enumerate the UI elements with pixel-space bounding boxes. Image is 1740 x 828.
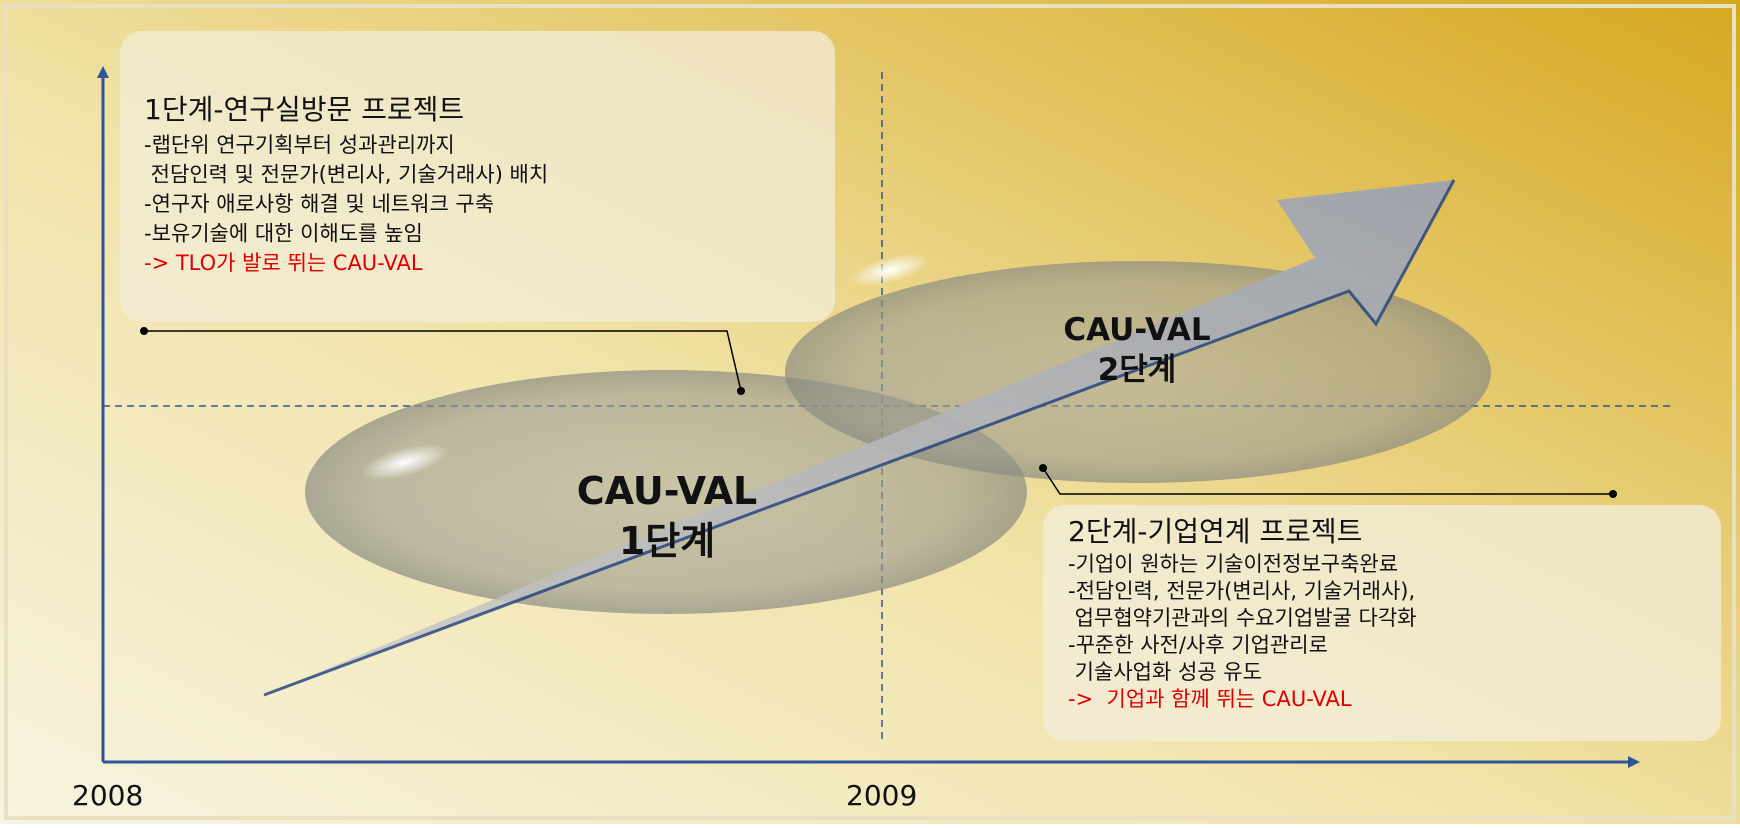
connector-dot (140, 327, 148, 335)
stage-line: 기술사업화 성공 유도 (1068, 660, 1262, 684)
stage-line: 업무협약기관과의 수요기업발굴 다각화 (1068, 606, 1416, 630)
bubble-name: CAU-VAL (577, 469, 757, 513)
stage-line: -꾸준한 사전/사후 기업관리로 (1068, 633, 1328, 657)
diagram: 2008 2009 CAU-VAL 1단계 CAU-VAL 2단계 1단계-연구… (0, 0, 1740, 824)
bubble-stage: 1단계 (619, 519, 715, 563)
stage-line: -연구자 애로사항 해결 및 네트워크 구축 (144, 192, 494, 216)
bubble-name: CAU-VAL (1063, 312, 1210, 348)
stage-highlight: -> TLO가 발로 뛰는 CAU-VAL (144, 251, 423, 275)
bubble-stage: 2단계 (1098, 352, 1177, 388)
stage-line: 전담인력 및 전문가(변리사, 기술거래사) 배치 (144, 163, 548, 187)
stage-line: -전담인력, 전문가(변리사, 기술거래사), (1068, 579, 1415, 603)
connector-dot (1609, 490, 1617, 498)
stage-title: 1단계-연구실방문 프로젝트 (144, 93, 464, 126)
stage-title: 2단계-기업연계 프로젝트 (1068, 515, 1362, 548)
stage-line: -랩단위 연구기획부터 성과관리까지 (144, 133, 455, 157)
stage-line: -보유기술에 대한 이해도를 높임 (144, 222, 423, 246)
year-label: 2008 (72, 779, 143, 812)
stage-line: -기업이 원하는 기술이전정보구축완료 (1068, 552, 1398, 576)
connector-dot (1039, 464, 1047, 472)
year-label: 2009 (846, 779, 917, 812)
connector-dot (737, 387, 745, 395)
stage-highlight: -> 기업과 함께 뛰는 CAU-VAL (1068, 687, 1352, 711)
